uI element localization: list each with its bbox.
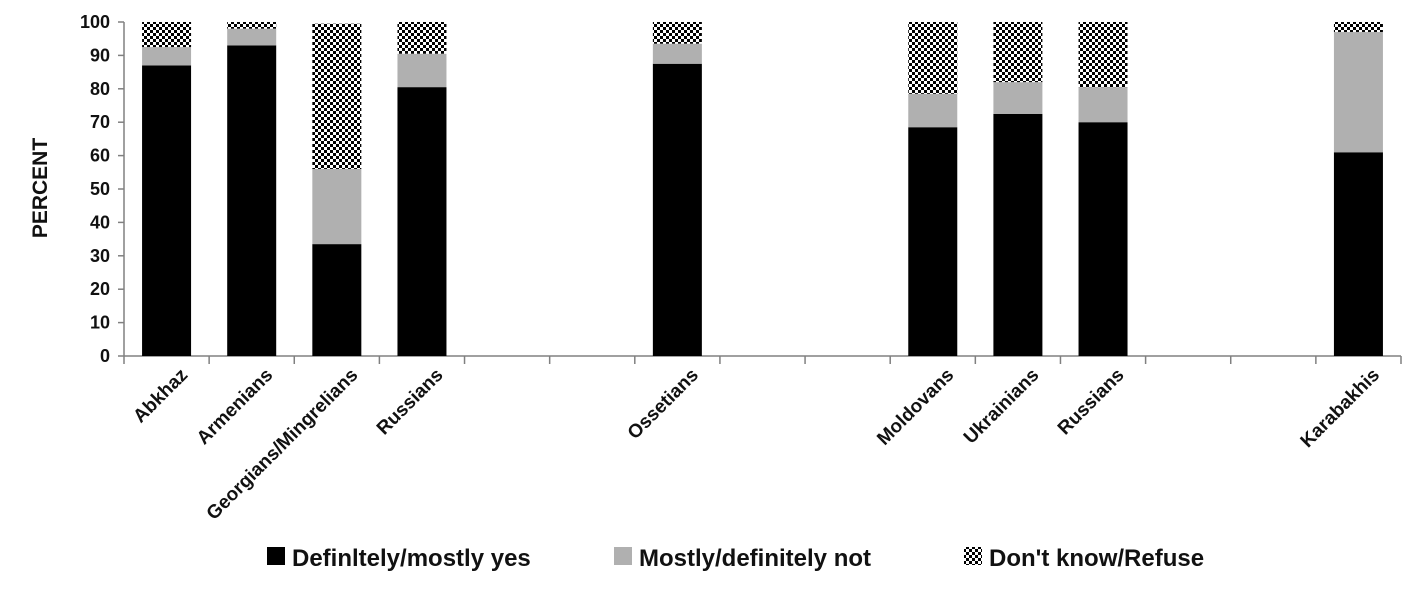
bar-segment-dontknow <box>227 22 277 29</box>
y-tick-label: 60 <box>90 146 110 166</box>
category-label: Abkhaz <box>129 365 192 428</box>
bar-segment-dontknow <box>397 22 447 54</box>
bar-segment-yes <box>142 65 192 357</box>
bar-segment-yes <box>652 63 702 356</box>
bar-segment-not <box>312 168 362 245</box>
y-tick-label: 0 <box>100 346 110 366</box>
bar-segment-not <box>1333 32 1383 153</box>
y-tick-label: 70 <box>90 112 110 132</box>
y-tick-label: 20 <box>90 279 110 299</box>
y-tick-label: 80 <box>90 79 110 99</box>
bar-segment-not <box>227 28 277 46</box>
bar-segment-not <box>1078 87 1128 123</box>
bar-segment-yes <box>227 45 277 356</box>
legend-label: Definltely/mostly yes <box>292 545 531 572</box>
y-tick-label: 90 <box>90 45 110 65</box>
legend-swatch-dontknow <box>964 547 982 565</box>
bar-segment-dontknow <box>908 22 958 94</box>
bar-segment-dontknow <box>1078 22 1128 88</box>
category-label: Russians <box>373 365 448 440</box>
category-label: Karabakhis <box>1297 365 1384 452</box>
bar-segment-dontknow <box>142 22 192 48</box>
bar-segment-yes <box>993 113 1043 356</box>
legend-swatch-not <box>614 547 632 565</box>
legend-swatch-yes <box>267 547 285 565</box>
bar-segment-dontknow <box>312 23 362 169</box>
bar-segment-dontknow <box>1333 22 1383 33</box>
legend: Definltely/mostly yes Mostly/definitely n… <box>267 545 1204 572</box>
bar-segment-not <box>142 47 192 66</box>
category-label: Armenians <box>193 365 277 449</box>
bar-segment-not <box>908 93 958 128</box>
bar-segment-dontknow <box>652 22 702 44</box>
bar-segment-yes <box>1333 152 1383 356</box>
bar-segment-not <box>652 43 702 64</box>
bar-segment-yes <box>908 127 958 357</box>
bar-segment-yes <box>397 87 447 356</box>
y-tick-label: 10 <box>90 313 110 333</box>
legend-label: Don't know/Refuse <box>989 545 1204 572</box>
category-label: Georgians/Mingrelians <box>203 365 363 525</box>
bar-segment-not <box>993 82 1043 114</box>
category-label: Moldovans <box>873 365 958 450</box>
y-tick-label: 30 <box>90 246 110 266</box>
bar-segment-yes <box>312 244 362 356</box>
legend-label: Mostly/definitely not <box>639 545 871 572</box>
bar-segment-not <box>397 53 447 88</box>
y-tick-label: 50 <box>90 179 110 199</box>
y-axis-title: PERCENT <box>29 138 52 239</box>
bar-segment-dontknow <box>993 22 1043 83</box>
y-tick-label: 100 <box>80 12 110 32</box>
category-label: Russians <box>1054 365 1129 440</box>
plot-area: 0 10 20 30 40 50 60 70 80 90 100 Abkhaz ArmeniansGeo… <box>80 12 1402 525</box>
category-label: Ossetians <box>624 365 703 444</box>
y-tick-label: 40 <box>90 212 110 232</box>
category-label: Ukrainians <box>960 365 1044 449</box>
bar-segment-yes <box>1078 122 1128 356</box>
